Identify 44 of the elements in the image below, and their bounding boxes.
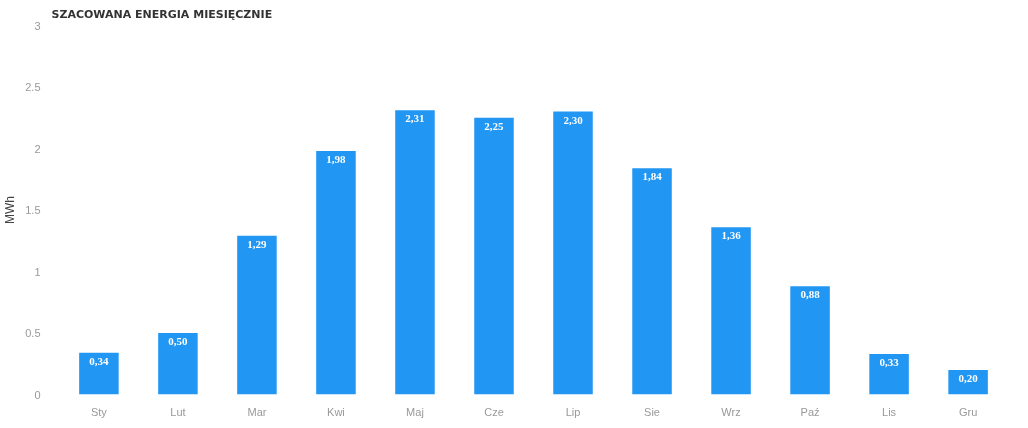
y-tick-label: 0.5 [25,327,41,339]
bar [790,286,830,395]
data-label: 0,34 [89,354,110,367]
bar [79,352,119,395]
x-tick-label: Sty [90,405,108,418]
x-tick-label: Wrz [721,405,741,418]
x-tick-label: Kwi [327,405,345,418]
data-label: 0,50 [168,334,189,347]
bar [553,111,593,395]
data-label: 0,20 [958,371,979,384]
data-label: 2,31 [405,112,425,125]
data-label: 1,36 [721,229,742,242]
data-label: 1,29 [247,237,268,250]
y-tick-label: 0 [34,388,41,401]
y-tick-label: 1.5 [25,204,41,216]
y-tick-label: 2 [34,142,41,155]
data-label: 1,98 [326,152,347,165]
data-label: 0,88 [800,288,821,301]
x-tick-label: Cze [484,405,504,418]
y-axis-title: MWh [3,196,18,224]
bar [158,333,198,395]
x-tick-label: Sie [644,405,660,418]
bar [316,150,356,395]
data-label: 0,33 [879,355,900,368]
bar [474,117,514,395]
bar [869,353,909,395]
bar [711,227,751,395]
bar [237,235,277,395]
x-tick-label: Lut [170,405,186,418]
data-label: 2,30 [563,113,584,126]
x-tick-label: Mar [247,405,267,418]
bar [395,110,435,395]
x-tick-label: Gru [958,405,978,418]
data-label: 2,25 [484,119,505,132]
chart-title: SZACOWANA ENERGIA MIESIĘCZNIE [51,7,273,21]
bar [632,168,672,395]
y-tick-label: 1 [34,265,41,278]
x-tick-label: Paź [800,405,820,418]
x-tick-label: Maj [406,405,424,418]
x-tick-label: Lip [565,405,581,418]
y-tick-label: 3 [34,19,41,32]
x-tick-label: Lis [882,405,897,418]
y-tick-label: 2.5 [25,81,41,93]
data-label: 1,84 [642,170,663,183]
